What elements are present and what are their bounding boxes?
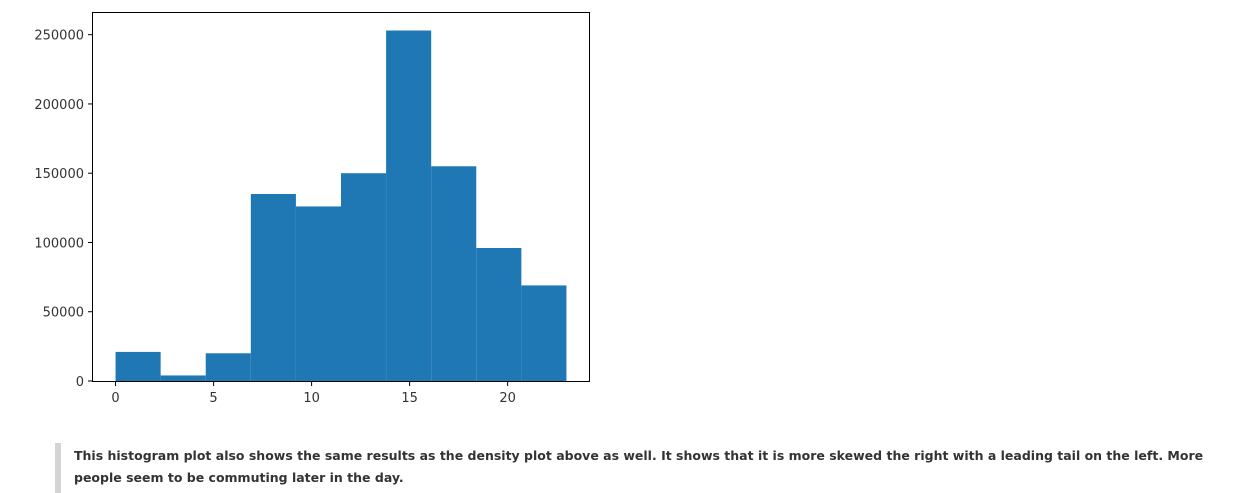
x-tick-label: 15: [401, 391, 418, 406]
histogram-bar: [115, 351, 161, 381]
histogram-bar: [341, 173, 387, 381]
y-axis-ticks: 0 50000 100000 150000 200000 250000: [34, 29, 93, 390]
bars-group: [115, 30, 567, 382]
y-tick-label: 50000: [43, 306, 84, 321]
note-text: This histogram plot also shows the same …: [74, 448, 1204, 485]
y-tick-label: 200000: [34, 98, 84, 113]
x-tick-label: 5: [209, 391, 217, 406]
y-tick-label: 250000: [34, 29, 84, 44]
histogram-bar: [431, 166, 477, 381]
y-tick-label: 150000: [34, 167, 84, 182]
histogram-svg: 0 5 10 15 20 0 50000 100000 150000 200000 250000: [34, 12, 590, 406]
x-tick-label: 10: [303, 391, 320, 406]
note-blockquote: This histogram plot also shows the same …: [55, 443, 1225, 493]
x-axis-ticks: 0 5 10 15 20: [111, 381, 516, 406]
histogram-bar: [386, 30, 432, 382]
x-tick-label: 20: [499, 391, 516, 406]
y-tick-label: 0: [76, 375, 84, 390]
plot-frame: [92, 12, 590, 382]
histogram-bar: [205, 353, 251, 381]
histogram-chart: 0 5 10 15 20 0 50000 100000 150000 200000 250000: [0, 0, 620, 415]
histogram-bar: [295, 206, 341, 381]
histogram-bar: [476, 248, 522, 381]
histogram-bar: [160, 375, 206, 381]
histogram-bar: [250, 193, 296, 381]
y-tick-label: 100000: [34, 236, 84, 251]
x-tick-label: 0: [111, 391, 119, 406]
histogram-bar: [521, 285, 567, 381]
